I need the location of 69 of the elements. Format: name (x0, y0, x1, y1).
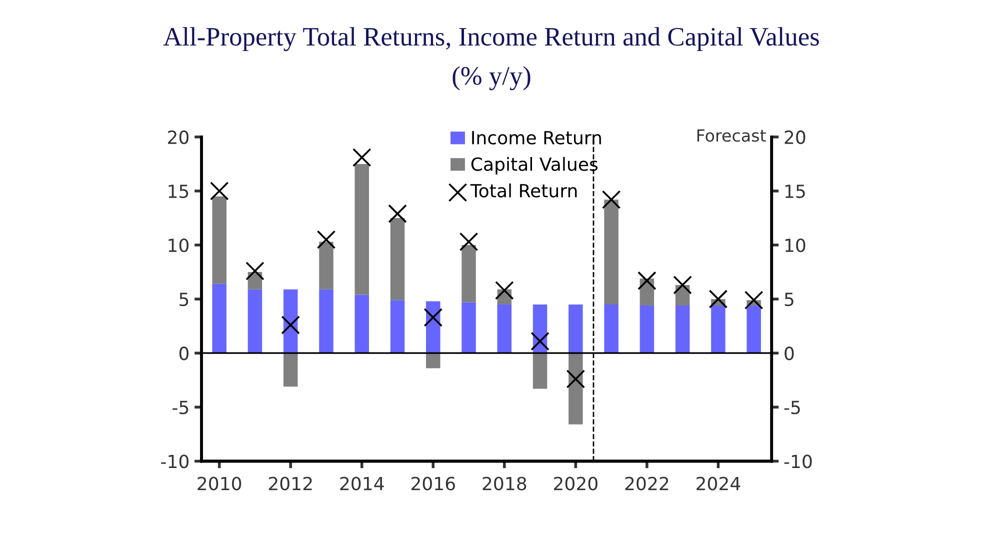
bar (212, 196, 226, 284)
point (744, 290, 764, 310)
bar (568, 353, 583, 424)
legend-label: Capital Values (471, 157, 598, 174)
bar (532, 353, 548, 389)
bar (319, 242, 334, 290)
point (638, 271, 656, 290)
point (246, 262, 264, 280)
bar (675, 306, 690, 354)
y2-tick-label: 5 (784, 292, 794, 306)
x-tick-label: 2016 (411, 476, 455, 490)
bar (390, 218, 405, 300)
point (602, 190, 621, 210)
x-tick-label: 2020 (554, 476, 598, 490)
point (316, 230, 336, 250)
x-tick-label: 2022 (625, 476, 668, 490)
x-tick-label: 2014 (340, 476, 384, 490)
point (459, 232, 478, 252)
y2-tick-label: 20 (784, 130, 806, 144)
bar (319, 289, 334, 354)
point (388, 204, 407, 224)
bar (354, 164, 369, 295)
bar (568, 304, 583, 354)
y-tick-label: 10 (168, 238, 189, 252)
y-tick-label: 0 (179, 346, 189, 360)
bar (604, 200, 618, 304)
y2-tick-label: 10 (785, 238, 806, 252)
y2-tick-label: -10 (784, 454, 812, 468)
y-tick-label: 20 (168, 130, 189, 144)
y2-tick-label: 0 (784, 346, 794, 360)
legend-label: Income Return (472, 131, 601, 144)
legend-label: Total Return (470, 184, 577, 198)
bar (248, 289, 262, 354)
bar (497, 304, 512, 354)
point (673, 276, 692, 294)
point (210, 182, 229, 200)
y-tick-label: 15 (168, 184, 188, 198)
bar (426, 353, 440, 368)
annotation: Forecast (697, 129, 766, 142)
y-tick-label: -10 (161, 454, 189, 468)
bar (212, 284, 226, 354)
x-tick-label: 2010 (198, 476, 242, 490)
bar (283, 353, 298, 387)
bar (604, 304, 618, 354)
bar (746, 306, 761, 354)
chart-title: All-Property Total Returns, Income Return and Capital Values (163, 27, 819, 52)
x-tick-label: 2012 (268, 476, 312, 490)
y2-tick-label: 15 (785, 184, 805, 198)
y2-tick-label: -5 (784, 400, 800, 414)
y-tick-label: 5 (180, 292, 188, 306)
point (352, 148, 372, 167)
point (494, 281, 514, 300)
point (566, 370, 586, 388)
point (424, 308, 443, 327)
bar (283, 289, 298, 354)
chart-subtitle: (% y/y) (452, 66, 530, 90)
bar (426, 301, 440, 354)
point (530, 332, 550, 351)
x-tick-label: 2024 (696, 476, 740, 490)
y-tick-label: -5 (172, 400, 188, 414)
bar (640, 306, 654, 354)
x-tick-label: 2018 (482, 476, 526, 490)
point (708, 290, 728, 308)
bar (462, 302, 476, 354)
bar (462, 245, 476, 302)
bar (390, 300, 405, 354)
point (281, 316, 300, 334)
bar (711, 306, 726, 354)
bar (354, 294, 369, 354)
